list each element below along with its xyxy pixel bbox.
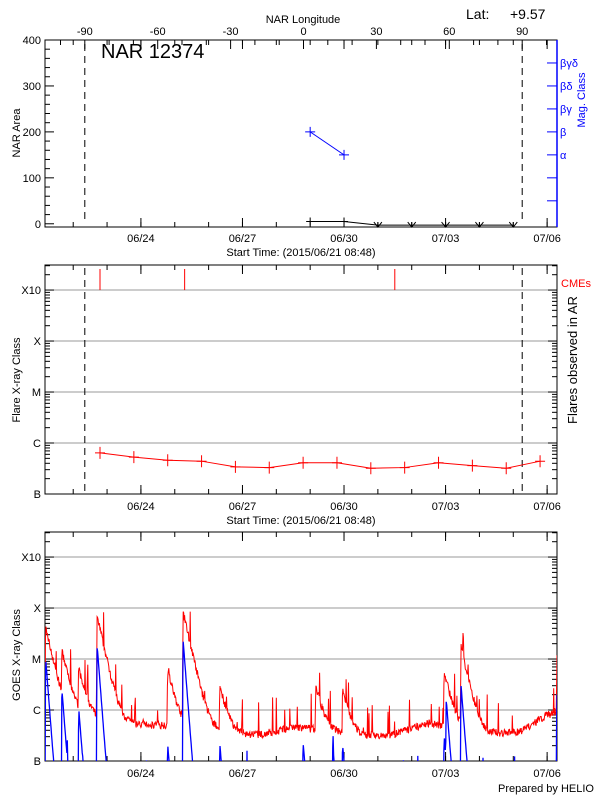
mag-class-tick-label: α [560, 150, 567, 162]
y-tick-label: 0 [35, 219, 41, 231]
longitude-tick-label: 90 [516, 26, 528, 38]
y-tick-label: X10 [21, 285, 41, 297]
y-tick-label: X [34, 603, 42, 615]
x-tick-label: 06/24 [127, 501, 155, 513]
flare-point [535, 455, 546, 468]
area-point-below [475, 221, 484, 228]
flare-line [99, 452, 541, 469]
mag-class-axis-label: Mag. Class [576, 72, 588, 128]
flare-point [331, 456, 342, 469]
lat-label: Lat: [466, 6, 489, 22]
mag-class-point [305, 126, 316, 137]
flare-point [264, 461, 275, 474]
x-tick-label: 06/30 [330, 768, 358, 780]
x-tick-label: 06/24 [127, 768, 155, 780]
area-point [340, 217, 349, 226]
flare-point [298, 456, 309, 469]
mag-class-line [309, 131, 345, 156]
mag-class-tick-label: βγ [560, 104, 572, 116]
y-tick-label: 300 [23, 81, 41, 93]
area-point [306, 217, 315, 226]
area-point-below [508, 221, 518, 228]
x-tick-label: 06/27 [229, 768, 257, 780]
longitude-tick-label: -60 [150, 26, 166, 38]
x-tick-label: 07/06 [533, 768, 561, 780]
plot-frame [44, 39, 558, 228]
flare-point [128, 451, 139, 464]
flare-point [467, 459, 478, 472]
area-point-below [373, 221, 383, 228]
plot-frame [44, 264, 558, 495]
y-tick-label: X10 [21, 552, 41, 564]
x-tick-label: 06/30 [330, 233, 358, 245]
flare-point [230, 460, 241, 473]
area-point-below [407, 221, 417, 228]
top-xlabel: Start Time: (2015/06/21 08:48) [226, 247, 375, 259]
flare-point [95, 446, 106, 459]
mag-class-tick-label: βδ [560, 81, 572, 93]
top-axis-label: NAR Longitude [266, 14, 341, 26]
flares-observed-label: Flares observed in AR [565, 296, 580, 424]
longitude-tick-label: -30 [223, 26, 239, 38]
y-tick-label: 400 [23, 35, 41, 47]
y-tick-label: B [34, 489, 41, 501]
x-tick-label: 06/27 [229, 501, 257, 513]
flare-point [501, 462, 512, 475]
x-tick-label: 07/06 [533, 233, 561, 245]
x-tick-label: 06/27 [229, 233, 257, 245]
longitude-tick-label: -90 [77, 26, 93, 38]
x-tick-label: 07/06 [533, 501, 561, 513]
lat-value: +9.57 [510, 6, 546, 22]
cmes-label: CMEs [561, 278, 591, 290]
longitude-tick-label: 0 [300, 26, 306, 38]
x-tick-label: 06/30 [330, 501, 358, 513]
goes-long-line [45, 611, 557, 740]
x-tick-label: 06/24 [127, 233, 155, 245]
longitude-tick-label: 30 [370, 26, 382, 38]
y-tick-label: C [33, 438, 41, 450]
y-tick-label: 100 [23, 173, 41, 185]
middle-xlabel: Start Time: (2015/06/21 08:48) [226, 515, 375, 527]
goes-short-line [45, 641, 557, 761]
flare-axis-label: Flare X-ray Class [11, 337, 23, 422]
flare-point [162, 454, 173, 467]
flare-point [196, 455, 207, 468]
mag-class-point [339, 149, 350, 160]
x-tick-label: 07/03 [432, 501, 460, 513]
area-axis-label: NAR Area [11, 108, 23, 158]
y-tick-label: C [33, 705, 41, 717]
credit: Prepared by HELIO [498, 783, 594, 795]
mag-class-tick-label: βγδ [560, 58, 578, 70]
goes-series [45, 611, 557, 761]
region-title: NAR 12374 [101, 41, 204, 63]
x-tick-label: 07/03 [432, 768, 460, 780]
y-tick-label: X [34, 336, 42, 348]
goes-axis-label: GOES X-ray Class [11, 609, 23, 701]
mag-class-tick-label: β [560, 127, 566, 139]
area-point-below [441, 221, 450, 228]
flare-point [399, 461, 410, 474]
y-tick-label: M [32, 654, 41, 666]
flare-point [365, 462, 376, 475]
flare-point [433, 456, 444, 469]
x-tick-label: 07/03 [432, 233, 460, 245]
y-tick-label: 200 [23, 127, 41, 139]
y-tick-label: M [32, 387, 41, 399]
y-tick-label: B [34, 756, 41, 768]
longitude-tick-label: 60 [443, 26, 455, 38]
